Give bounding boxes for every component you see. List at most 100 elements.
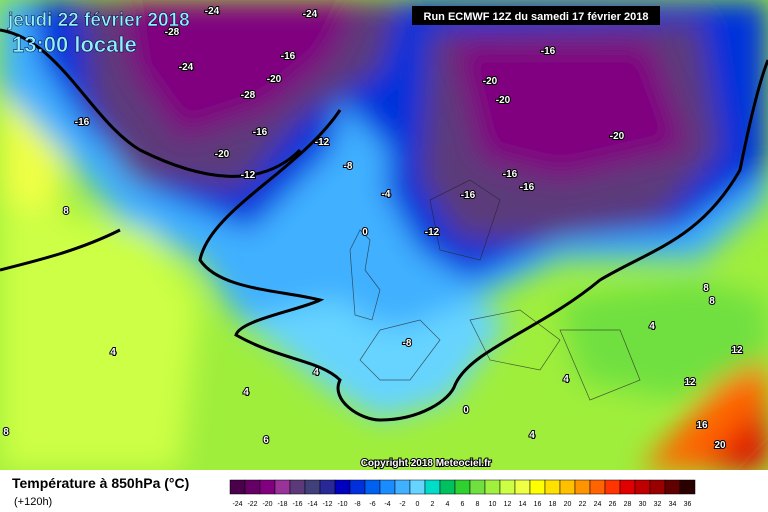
colorbar-label: 24 [594,501,602,508]
contour-label: -20 [267,74,282,85]
colorbar-swatch [484,479,501,495]
contour-label: -28 [241,90,256,101]
colorbar-label: -6 [369,501,375,508]
zero-isotherm [0,28,768,422]
colorbar-label: 20 [564,501,572,508]
colorbar-label: 18 [549,501,557,508]
colorbar-swatch [379,479,396,495]
colorbar-label: 32 [654,501,662,508]
colorbar-swatch [679,479,696,495]
colorbar-label: -4 [384,501,390,508]
colorbar-label: 16 [534,501,542,508]
contour-label: -12 [425,227,440,238]
contour-label: 6 [263,435,269,446]
contour-label: 4 [563,374,569,385]
contour-label: 12 [731,345,743,356]
contour-label: 8 [703,283,709,294]
copyright: Copyright 2018 Meteociel.fr [361,458,492,469]
colorbar-label: -20 [262,501,272,508]
colorbar-label: -24 [232,501,242,508]
colorbar-swatch [349,479,366,495]
contour-label: 20 [714,440,726,451]
colorbar-label: 22 [579,501,587,508]
colorbar-label: 8 [476,501,480,508]
contour-label: -8 [403,338,412,349]
colorbar-swatch [334,479,351,495]
run-info: Run ECMWF 12Z du samedi 17 février 2018 [424,11,649,23]
colorbar-label: 30 [639,501,647,508]
contour-label: -16 [541,46,556,57]
contour-label: -16 [503,169,518,180]
colorbar-swatch [259,479,276,495]
contour-label: -16 [520,182,535,193]
colorbar-label: -18 [277,501,287,508]
contour-label: 12 [684,377,696,388]
contour-label: 8 [63,206,69,217]
colorbar-swatch [634,479,651,495]
colorbar-swatch [244,479,261,495]
date: jeudi 22 février 2018 [7,10,190,31]
colorbar-label: 28 [624,501,632,508]
contour-label: 8 [3,427,9,438]
colorbar-swatch [574,479,591,495]
colorbar-label: -2 [399,501,405,508]
colorbar-label: -12 [322,501,332,508]
colorbar-swatch [499,479,516,495]
run-box [412,6,660,25]
contour-label: -16 [75,117,90,128]
colorbar-label: 12 [504,501,512,508]
contour-label: -24 [205,6,220,17]
colorbar-swatch [589,479,606,495]
coastlines [349,179,641,401]
colorbar-swatch [514,479,531,495]
colorbar-label: 36 [684,501,692,508]
colorbar-label: 4 [446,501,450,508]
contour-label: 16 [696,420,708,431]
colorbar-swatch [469,479,486,495]
colorbar-label: 34 [669,501,677,508]
forecast-lead: (+120h) [14,496,52,508]
contour-label: 4 [529,430,535,441]
colorbar-label: -8 [354,501,360,508]
colorbar-swatch [409,479,426,495]
map: -24 -24-28-24-16-20-28-16-16-12-20-8-12-4… [0,0,768,470]
colorbar-swatch [664,479,681,495]
time: 13:00 locale [12,32,137,57]
colorbar-label: 14 [519,501,527,508]
contour-label: -4 [382,189,391,200]
colorbar-label: 6 [461,501,465,508]
colorbar-swatch [559,479,576,495]
contour-label: 4 [110,347,116,358]
contour-label: 0 [463,405,469,416]
colorbar-label: 0 [416,501,420,508]
colorbar-swatch [544,479,561,495]
colorbar-swatch [424,479,441,495]
colorbar-label: -14 [307,501,317,508]
colorbar-label: 2 [431,501,435,508]
colorbar-label: 10 [489,501,497,508]
contour-label: 0 [362,227,368,238]
contour-label: -20 [215,149,230,160]
colorbar-label: -10 [337,501,347,508]
colorbar-swatch [364,479,381,495]
contour-label: -20 [610,131,625,142]
contour-label: -20 [496,95,511,106]
legend: Température à 850hPa (°C) (+120h) -24 -22… [12,475,696,508]
colorbar-swatch [304,479,321,495]
colorbar-label: -22 [247,501,257,508]
colorbar-swatch [289,479,306,495]
colorbar-swatch [394,479,411,495]
contour-label: -16 [253,127,268,138]
contour-label: 4 [313,367,319,378]
contour-label: 4 [243,387,249,398]
contour-label: -8 [344,161,353,172]
colorbar-swatch [619,479,636,495]
contour-label: -12 [315,137,330,148]
contour-label: 8 [709,296,715,307]
contour-label: 4 [649,321,655,332]
colorbar-swatch [274,479,291,495]
colorbar-swatch [529,479,546,495]
contour-label: -16 [281,51,296,62]
colorbar-swatch [439,479,456,495]
